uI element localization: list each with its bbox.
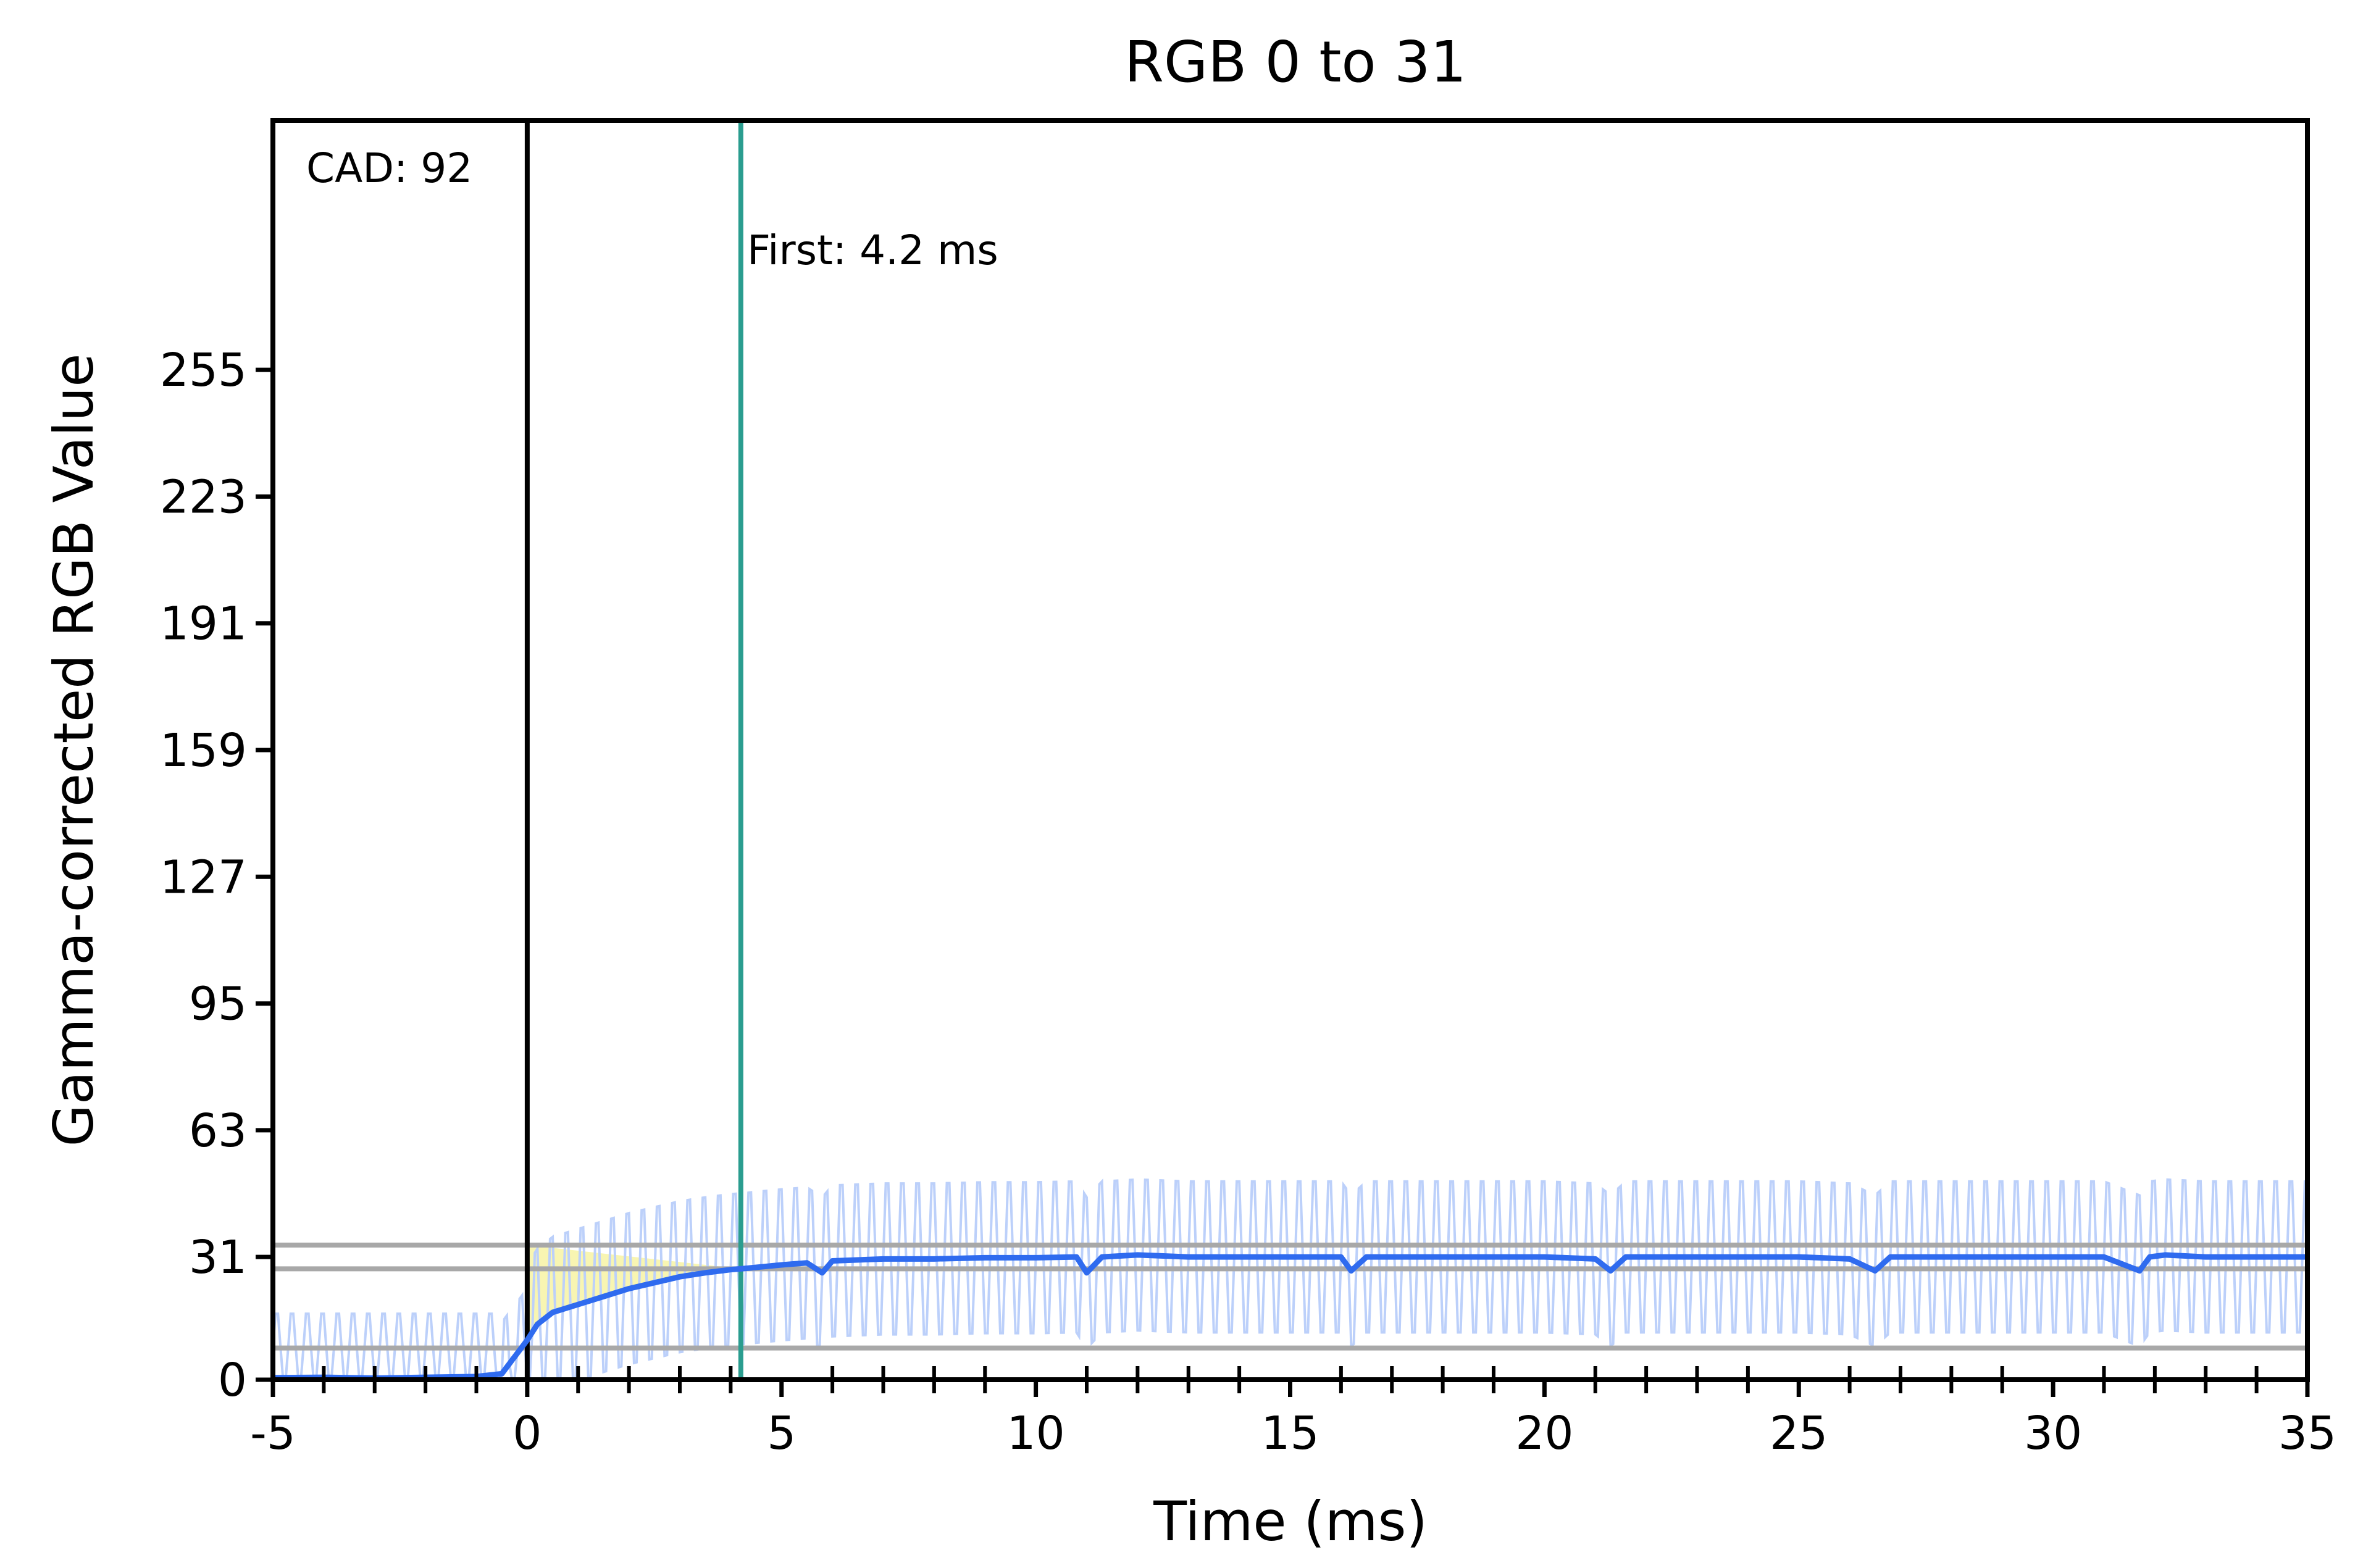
chart-title: RGB 0 to 31 bbox=[1124, 29, 1466, 95]
x-tick-label: 25 bbox=[1770, 1407, 1828, 1460]
y-tick-label: 95 bbox=[189, 978, 247, 1031]
x-tick-label: 0 bbox=[512, 1407, 542, 1460]
y-tick-label: 159 bbox=[160, 724, 247, 777]
x-axis-label: Time (ms) bbox=[1153, 1490, 1428, 1553]
x-tick-label: -5 bbox=[250, 1407, 296, 1460]
x-tick-label: 20 bbox=[1515, 1407, 1573, 1460]
x-tick-label: 35 bbox=[2278, 1407, 2336, 1460]
plot-area bbox=[272, 120, 2307, 1381]
y-tick-label: 31 bbox=[189, 1231, 247, 1284]
y-tick-label: 63 bbox=[189, 1104, 247, 1157]
smoothed-series-line bbox=[272, 1252, 2307, 1381]
x-tick-label: 15 bbox=[1261, 1407, 1319, 1460]
x-tick-label: 10 bbox=[1007, 1407, 1065, 1460]
y-tick-label: 127 bbox=[160, 851, 247, 904]
cad-annotation: CAD: 92 bbox=[306, 144, 472, 192]
x-tick-label: 5 bbox=[767, 1407, 796, 1460]
first-annotation: First: 4.2 ms bbox=[747, 227, 998, 274]
y-tick-label: 255 bbox=[160, 344, 247, 397]
y-tick-label: 0 bbox=[218, 1354, 247, 1407]
raw-signal-line bbox=[272, 1178, 2307, 1381]
y-tick-label: 223 bbox=[160, 470, 247, 523]
y-axis-label: Gamma-corrected RGB Value bbox=[42, 354, 106, 1147]
x-tick-label: 30 bbox=[2024, 1407, 2082, 1460]
y-tick-label: 191 bbox=[160, 598, 247, 651]
